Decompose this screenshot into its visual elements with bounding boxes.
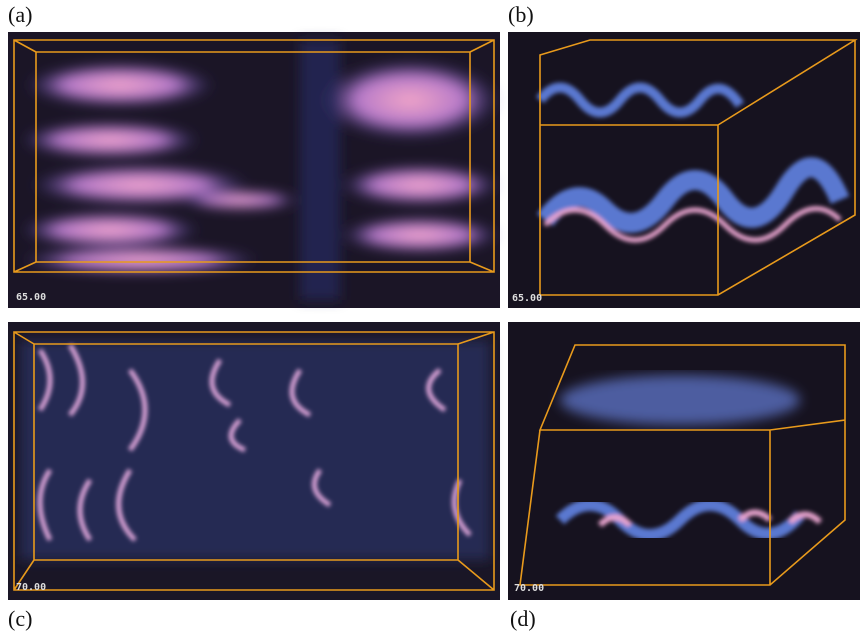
time-stamp: 65.00 bbox=[512, 293, 542, 304]
panel-label: (d) bbox=[510, 606, 536, 631]
panel-c: 70.00 bbox=[8, 322, 500, 600]
figure: 65.00 65.00 70.00 70.0 bbox=[0, 0, 864, 634]
panel-b: 65.00 bbox=[508, 32, 860, 308]
time-stamp: 65.00 bbox=[16, 292, 46, 303]
time-stamp: 70.00 bbox=[514, 583, 544, 594]
panel-label: (b) bbox=[508, 2, 534, 27]
panel-a: 65.00 bbox=[8, 32, 500, 308]
panel-label: (c) bbox=[8, 606, 32, 631]
time-stamp: 70.00 bbox=[16, 582, 46, 593]
flow-render bbox=[20, 340, 490, 560]
panel-d: 70.00 bbox=[508, 322, 860, 600]
panel-label: (a) bbox=[8, 2, 32, 27]
panel-background bbox=[508, 322, 860, 600]
flow-render bbox=[560, 375, 800, 425]
